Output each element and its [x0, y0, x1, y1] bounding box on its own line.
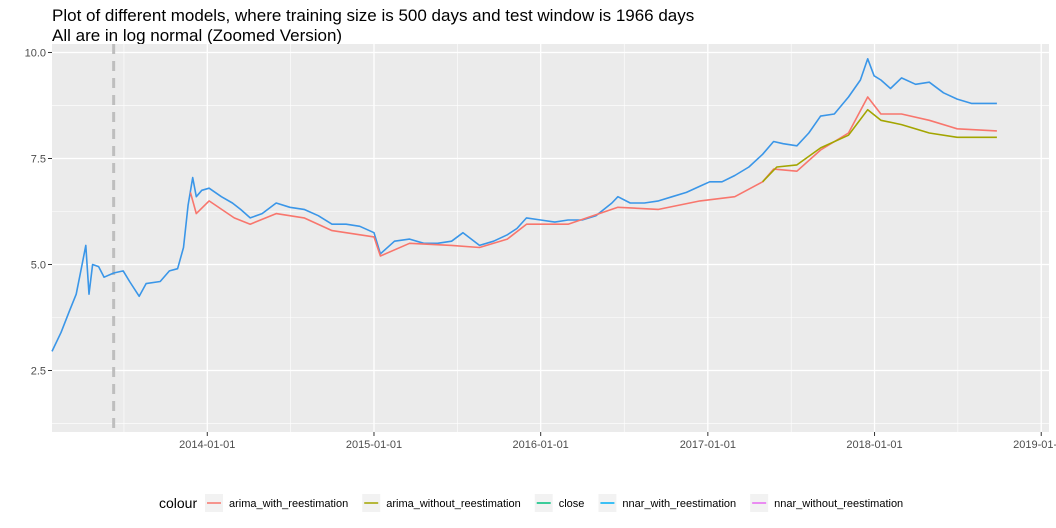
- x-tick-label: 2017-01-01: [680, 439, 736, 451]
- y-tick-label: 7.5: [31, 153, 46, 165]
- y-tick-label: 10.0: [25, 47, 46, 59]
- x-tick-label: 2019-01-01: [1013, 439, 1056, 451]
- chart-subtitle: All are in log normal (Zoomed Version): [52, 26, 342, 45]
- series-lines: [51, 58, 997, 352]
- grid-lines: [52, 44, 1049, 432]
- x-tick-label: 2018-01-01: [846, 439, 902, 451]
- plot-panel: [52, 44, 1049, 432]
- legend-label: arima_without_reestimation: [386, 498, 521, 510]
- legend-label: arima_with_reestimation: [229, 498, 348, 510]
- legend: colour arima_with_reestimation arima_witho…: [159, 494, 903, 512]
- axes: 2.5 5.0 7.5 10.0 2014-01-01 2015-01-01 2016-01…: [25, 47, 1056, 451]
- legend-label: nnar_with_reestimation: [622, 498, 736, 510]
- x-tick-label: 2015-01-01: [346, 439, 402, 451]
- series-line-arima_without_reestimation: [762, 108, 997, 183]
- legend-title: colour: [159, 495, 197, 511]
- y-tick-label: 5.0: [31, 260, 46, 272]
- series-line-arima_with_reestimation: [189, 96, 997, 257]
- y-tick-label: 2.5: [31, 366, 46, 378]
- x-tick-label: 2014-01-01: [179, 439, 235, 451]
- series-line-nnar_with_reestimation: [51, 58, 997, 352]
- legend-label: nnar_without_reestimation: [774, 498, 903, 510]
- x-tick-label: 2016-01-01: [513, 439, 569, 451]
- chart-title: Plot of different models, where training…: [52, 6, 694, 25]
- legend-label: close: [559, 498, 585, 510]
